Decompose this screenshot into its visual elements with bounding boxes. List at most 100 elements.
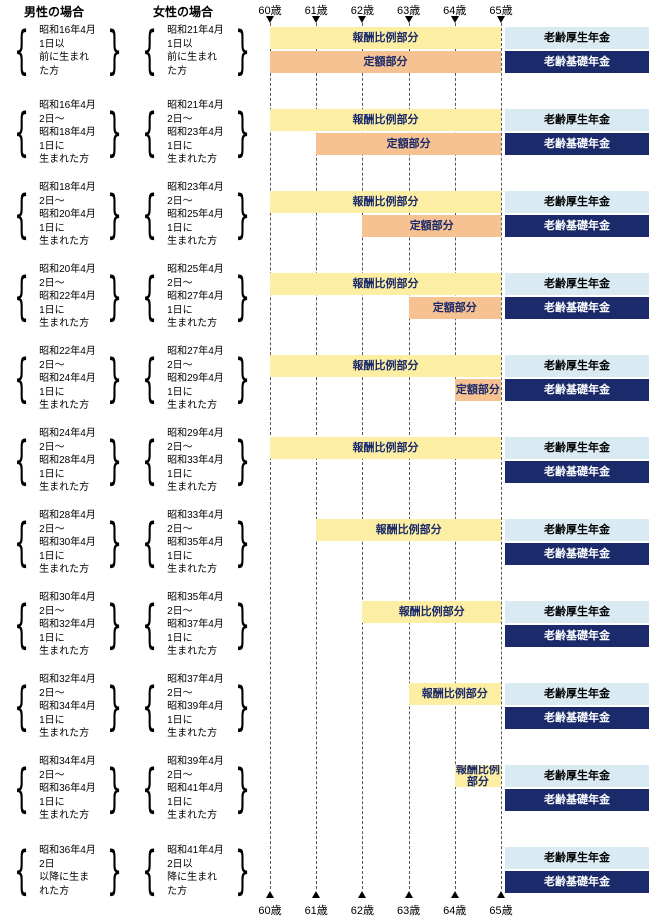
fixed-portion-bar: 定額部分 — [408, 297, 501, 319]
female-cohort-label: {昭和21年4月1日以 前に生まれた方} — [133, 22, 259, 80]
male-cohort-label: {昭和24年4月2日～ 昭和28年4月1日に 生まれた方} — [5, 428, 131, 493]
bracket-left-icon: { — [142, 431, 157, 491]
age-tick-top-icon — [358, 16, 367, 23]
bracket-left-icon: { — [142, 21, 157, 81]
male-cohort-text: 昭和32年4月2日～ 昭和34年4月1日に 生まれた方 — [39, 674, 96, 740]
female-cohort-label: {昭和27年4月2日～ 昭和29年4月1日に 生まれた方} — [133, 346, 259, 411]
bracket-left-icon: { — [14, 841, 29, 901]
age-label-bottom: 64歳 — [443, 905, 467, 917]
old-age-basic-pension-bar: 老齢基礎年金 — [505, 51, 649, 73]
bracket-left-icon: { — [14, 513, 29, 573]
age-label-bottom: 63歳 — [396, 905, 421, 917]
male-cohort-label: {昭和22年4月2日～ 昭和24年4月1日に 生まれた方} — [5, 346, 131, 411]
bracket-left-icon: { — [14, 759, 29, 819]
bracket-left-icon: { — [142, 841, 157, 901]
age-label-top: 65歳 — [489, 5, 513, 17]
bracket-right-icon: } — [107, 759, 122, 819]
age-tick-bottom-icon — [450, 891, 459, 898]
age-label-top: 63歳 — [396, 5, 421, 17]
age-label-top: 62歳 — [350, 5, 375, 17]
old-age-employees-pension-bar: 老齢厚生年金 — [505, 765, 649, 787]
male-cohort-label: {昭和16年4月2日～ 昭和18年4月1日に 生まれた方} — [5, 100, 131, 165]
proportional-portion-bar: 報酬比例部分 — [316, 519, 501, 541]
female-cohort-label: {昭和41年4月2日以 降に生まれた方} — [133, 842, 259, 900]
female-cohort-text: 昭和39年4月2日～ 昭和41年4月1日に 生まれた方 — [167, 756, 224, 822]
bracket-left-icon: { — [142, 103, 157, 163]
fixed-portion-bar: 定額部分 — [270, 51, 501, 73]
old-age-basic-pension-bar: 老齢基礎年金 — [505, 707, 649, 729]
bracket-right-icon: } — [235, 21, 250, 81]
proportional-portion-bar: 報酬比例部分 — [270, 437, 501, 459]
old-age-employees-pension-bar: 老齢厚生年金 — [505, 519, 649, 541]
female-cohort-label: {昭和23年4月2日～ 昭和25年4月1日に 生まれた方} — [133, 182, 259, 247]
age-label-bottom: 62歳 — [350, 905, 375, 917]
age-tick-bottom-icon — [312, 891, 321, 898]
age-tick-bottom-icon — [266, 891, 274, 898]
female-column-header: 女性の場合 — [153, 5, 214, 19]
bracket-left-icon: { — [14, 267, 29, 327]
age-tick-bottom-icon — [497, 891, 505, 898]
bracket-left-icon: { — [14, 349, 29, 409]
bracket-right-icon: } — [107, 267, 122, 327]
male-cohort-label: {昭和36年4月2日 以降に生まれた方} — [5, 842, 131, 900]
age-label-top: 60歳 — [258, 5, 282, 17]
age-label-bottom: 61歳 — [304, 905, 328, 917]
bracket-right-icon: } — [107, 349, 122, 409]
bracket-right-icon: } — [107, 513, 122, 573]
female-cohort-label: {昭和37年4月2日～ 昭和39年4月1日に 生まれた方} — [133, 674, 259, 739]
male-cohort-text: 昭和16年4月1日以 前に生まれた方 — [39, 25, 96, 77]
proportional-portion-bar: 報酬比例部分 — [270, 273, 501, 295]
female-cohort-text: 昭和27年4月2日～ 昭和29年4月1日に 生まれた方 — [167, 346, 224, 412]
bracket-right-icon: } — [235, 431, 250, 491]
bracket-left-icon: { — [142, 677, 157, 737]
old-age-basic-pension-bar: 老齢基礎年金 — [505, 871, 649, 893]
female-cohort-label: {昭和29年4月2日～ 昭和33年4月1日に 生まれた方} — [133, 428, 259, 493]
bracket-left-icon: { — [14, 595, 29, 655]
male-cohort-text: 昭和30年4月2日～ 昭和32年4月1日に 生まれた方 — [39, 592, 96, 658]
bracket-left-icon: { — [142, 513, 157, 573]
male-cohort-text: 昭和22年4月2日～ 昭和24年4月1日に 生まれた方 — [39, 346, 96, 412]
male-cohort-label: {昭和32年4月2日～ 昭和34年4月1日に 生まれた方} — [5, 674, 131, 739]
male-cohort-text: 昭和28年4月2日～ 昭和30年4月1日に 生まれた方 — [39, 510, 96, 576]
female-cohort-text: 昭和37年4月2日～ 昭和39年4月1日に 生まれた方 — [167, 674, 224, 740]
bracket-left-icon: { — [14, 103, 29, 163]
bracket-right-icon: } — [235, 103, 250, 163]
old-age-basic-pension-bar: 老齢基礎年金 — [505, 543, 649, 565]
bracket-right-icon: } — [107, 185, 122, 245]
age-label-bottom: 60歳 — [258, 905, 282, 917]
fixed-portion-bar: 定額部分 — [362, 215, 501, 237]
proportional-portion-bar: 報酬比例部分 — [362, 601, 501, 623]
bracket-right-icon: } — [235, 677, 250, 737]
female-cohort-label: {昭和25年4月2日～ 昭和27年4月1日に 生まれた方} — [133, 264, 259, 329]
proportional-portion-bar: 報酬比例部分 — [454, 765, 501, 787]
proportional-portion-bar: 報酬比例部分 — [270, 27, 501, 49]
age-label-top: 61歳 — [304, 5, 328, 17]
male-cohort-label: {昭和18年4月2日～ 昭和20年4月1日に 生まれた方} — [5, 182, 131, 247]
old-age-basic-pension-bar: 老齢基礎年金 — [505, 297, 649, 319]
female-cohort-label: {昭和33年4月2日～ 昭和35年4月1日に 生まれた方} — [133, 510, 259, 575]
fixed-portion-bar: 定額部分 — [316, 133, 501, 155]
bracket-right-icon: } — [107, 677, 122, 737]
male-cohort-label: {昭和30年4月2日～ 昭和32年4月1日に 生まれた方} — [5, 592, 131, 657]
bracket-left-icon: { — [14, 21, 29, 81]
old-age-employees-pension-bar: 老齢厚生年金 — [505, 191, 649, 213]
male-cohort-text: 昭和20年4月2日～ 昭和22年4月1日に 生まれた方 — [39, 264, 96, 330]
old-age-employees-pension-bar: 老齢厚生年金 — [505, 355, 649, 377]
female-cohort-label: {昭和35年4月2日～ 昭和37年4月1日に 生まれた方} — [133, 592, 259, 657]
proportional-portion-bar: 報酬比例部分 — [270, 355, 501, 377]
old-age-basic-pension-bar: 老齢基礎年金 — [505, 461, 649, 483]
female-cohort-text: 昭和25年4月2日～ 昭和27年4月1日に 生まれた方 — [167, 264, 224, 330]
age-tick-bottom-icon — [404, 891, 413, 898]
age-label-top: 64歳 — [443, 5, 467, 17]
male-cohort-text: 昭和16年4月2日～ 昭和18年4月1日に 生まれた方 — [39, 100, 96, 166]
female-cohort-label: {昭和21年4月2日～ 昭和23年4月1日に 生まれた方} — [133, 100, 259, 165]
age-tick-bottom-icon — [358, 891, 367, 898]
bracket-left-icon: { — [14, 185, 29, 245]
female-cohort-text: 昭和21年4月1日以 前に生まれた方 — [167, 25, 224, 77]
female-cohort-text: 昭和35年4月2日～ 昭和37年4月1日に 生まれた方 — [167, 592, 224, 658]
female-cohort-text: 昭和23年4月2日～ 昭和25年4月1日に 生まれた方 — [167, 182, 224, 248]
old-age-basic-pension-bar: 老齢基礎年金 — [505, 789, 649, 811]
bracket-right-icon: } — [235, 267, 250, 327]
old-age-employees-pension-bar: 老齢厚生年金 — [505, 601, 649, 623]
female-cohort-text: 昭和29年4月2日～ 昭和33年4月1日に 生まれた方 — [167, 428, 224, 494]
